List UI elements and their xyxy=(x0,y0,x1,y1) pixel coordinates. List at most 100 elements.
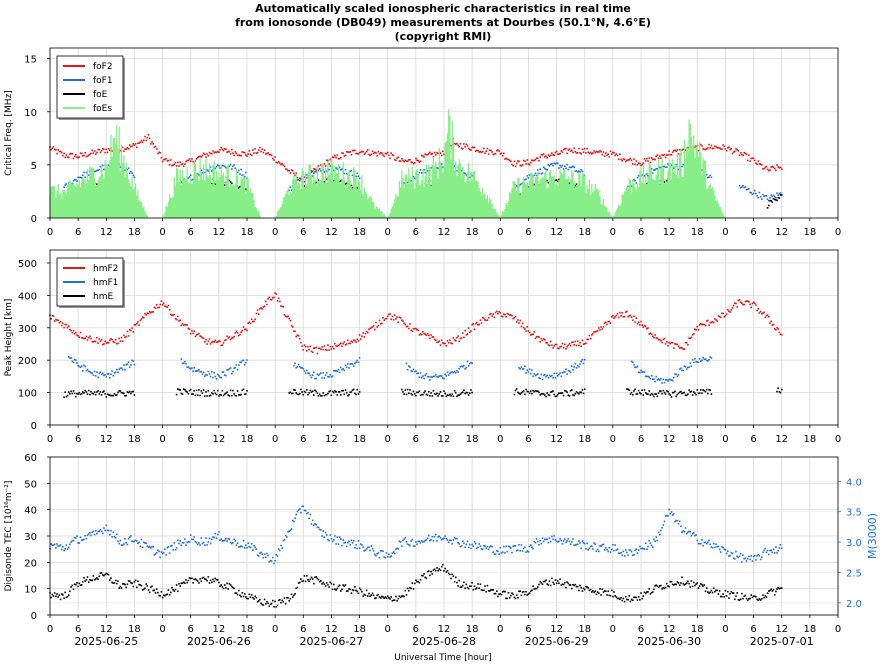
data-point xyxy=(705,148,708,150)
data-point xyxy=(424,171,426,174)
y2-tick-label: 2.5 xyxy=(846,568,862,579)
data-point xyxy=(248,593,251,596)
data-point xyxy=(166,160,169,162)
data-point xyxy=(192,332,194,335)
data-point xyxy=(120,391,123,394)
data-point xyxy=(725,313,728,315)
data-point xyxy=(214,151,217,153)
data-point xyxy=(127,335,130,337)
data-point xyxy=(189,534,192,536)
data-point xyxy=(64,548,66,550)
data-point xyxy=(432,390,435,392)
data-point xyxy=(644,160,647,162)
data-point xyxy=(304,391,307,394)
data-point xyxy=(68,546,70,549)
data-point xyxy=(642,548,645,550)
data-point xyxy=(575,391,578,393)
data-point xyxy=(283,538,286,541)
data-point xyxy=(757,599,760,601)
data-point xyxy=(559,537,561,540)
date-label: 2025-07-01 xyxy=(750,635,814,648)
data-point xyxy=(684,527,687,529)
data-point xyxy=(553,393,555,396)
data-point xyxy=(511,163,513,166)
data-point xyxy=(537,540,539,543)
data-point xyxy=(539,156,541,158)
data-point xyxy=(691,585,694,588)
data-point xyxy=(666,179,668,182)
data-point xyxy=(401,388,403,391)
data-point xyxy=(501,591,504,593)
x-tick-label: 12 xyxy=(212,434,225,445)
data-point xyxy=(214,375,217,378)
data-point xyxy=(417,372,419,374)
data-point xyxy=(390,596,392,598)
data-point xyxy=(280,601,282,604)
data-point xyxy=(625,595,627,598)
data-point xyxy=(141,546,144,549)
data-point xyxy=(471,543,473,546)
data-point xyxy=(696,582,699,584)
data-point xyxy=(343,542,346,544)
x-tick-label: 12 xyxy=(212,227,225,238)
data-point xyxy=(103,148,105,151)
data-point xyxy=(114,579,117,582)
data-point xyxy=(655,337,657,339)
data-point xyxy=(467,327,470,329)
data-point xyxy=(64,391,66,393)
data-point xyxy=(388,313,390,316)
data-point xyxy=(273,296,275,299)
data-point xyxy=(189,160,192,162)
data-point xyxy=(418,581,421,584)
data-point xyxy=(196,333,199,335)
data-point xyxy=(83,538,85,541)
data-point xyxy=(761,164,763,166)
data-point xyxy=(527,551,530,553)
data-point xyxy=(555,150,558,153)
data-point xyxy=(521,391,524,393)
data-point xyxy=(221,389,224,392)
data-point xyxy=(773,198,776,201)
data-point xyxy=(186,391,188,393)
data-point xyxy=(212,340,214,343)
data-point xyxy=(454,391,457,394)
series-hme xyxy=(63,387,783,399)
y-tick-label: 10 xyxy=(24,108,37,119)
data-point xyxy=(641,547,643,549)
data-point xyxy=(417,329,419,332)
x-tick-label: 18 xyxy=(466,434,479,445)
x-tick-label: 12 xyxy=(325,434,338,445)
data-point xyxy=(234,366,237,369)
data-point xyxy=(743,595,745,597)
data-point xyxy=(356,359,358,362)
data-point xyxy=(639,598,641,601)
data-point xyxy=(776,164,778,166)
data-point xyxy=(538,172,540,175)
data-point xyxy=(654,158,656,161)
data-point xyxy=(327,344,329,346)
data-point xyxy=(574,362,577,365)
data-point xyxy=(758,598,761,600)
data-point xyxy=(214,532,217,535)
data-point xyxy=(199,335,201,337)
data-point xyxy=(507,592,510,594)
data-point xyxy=(186,159,188,162)
data-point xyxy=(406,325,409,327)
data-point xyxy=(460,337,463,339)
data-point xyxy=(370,326,373,329)
data-point xyxy=(420,574,423,577)
data-point xyxy=(426,537,429,540)
data-point xyxy=(524,179,526,181)
data-point xyxy=(492,589,494,591)
data-point xyxy=(112,394,115,397)
x-tick-label: 6 xyxy=(638,624,644,635)
data-point xyxy=(695,360,697,363)
data-point xyxy=(561,392,564,394)
data-point xyxy=(757,553,760,556)
data-point xyxy=(243,547,246,549)
data-point xyxy=(65,395,68,398)
data-point xyxy=(574,184,577,187)
data-point xyxy=(119,585,122,588)
data-point xyxy=(417,160,419,162)
data-point xyxy=(219,393,221,396)
